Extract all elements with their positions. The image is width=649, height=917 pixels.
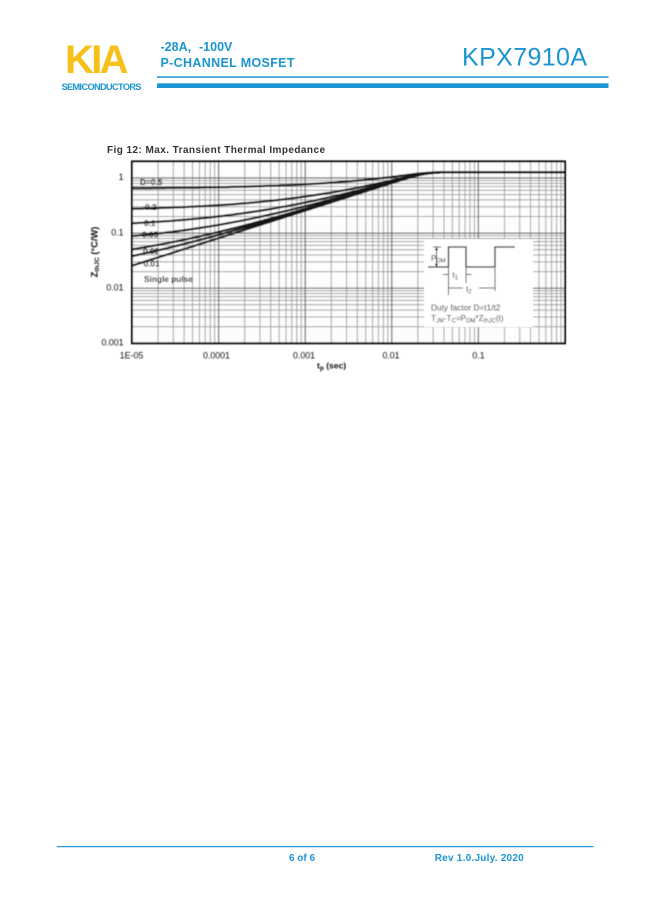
svg-text:ZthJC (°C/W): ZthJC (°C/W)	[90, 227, 102, 278]
svg-text:PDM: PDM	[431, 254, 446, 265]
svg-text:SEMICONDUCTORS: SEMICONDUCTORS	[62, 82, 142, 92]
svg-text:Fig 12: Max. Transient Thermal: Fig 12: Max. Transient Thermal Impedance	[107, 145, 325, 156]
svg-text:tp (sec): tp (sec)	[317, 361, 346, 373]
svg-text:KPX7910A: KPX7910A	[462, 44, 587, 72]
svg-text:-28A,-100V: -28A, -100V	[161, 40, 234, 54]
svg-text:0.001: 0.001	[101, 338, 123, 348]
svg-text:TJM-TC=PDM*ZthJC(t): TJM-TC=PDM*ZthJC(t)	[431, 314, 504, 325]
svg-text:Duty factor D=t1/t2: Duty factor D=t1/t2	[431, 303, 501, 313]
svg-text:Rev 1.0.July. 2020: Rev 1.0.July. 2020	[435, 853, 524, 864]
svg-text:0.01: 0.01	[106, 282, 123, 292]
svg-text:0.1: 0.1	[111, 228, 123, 238]
svg-text:0.05: 0.05	[142, 230, 159, 240]
svg-text:0.1: 0.1	[144, 218, 156, 228]
svg-text:D=0.5: D=0.5	[140, 177, 163, 187]
svg-text:6 of 6: 6 of 6	[289, 853, 316, 864]
svg-text:0.0001: 0.0001	[203, 351, 230, 361]
svg-text:0.02: 0.02	[143, 246, 160, 256]
svg-text:1: 1	[119, 172, 124, 182]
svg-text:0.2: 0.2	[145, 202, 157, 212]
svg-text:t2: t2	[466, 285, 472, 296]
svg-text:P-CHANNEL MOSFET: P-CHANNEL MOSFET	[161, 56, 295, 70]
svg-text:0.1: 0.1	[472, 351, 484, 361]
svg-text:KIA: KIA	[65, 38, 129, 82]
svg-text:0.01: 0.01	[382, 351, 399, 361]
svg-text:t1: t1	[453, 271, 459, 282]
svg-text:0.01: 0.01	[144, 259, 161, 269]
svg-text:0.001: 0.001	[293, 351, 315, 361]
svg-text:1E-05: 1E-05	[120, 351, 144, 361]
svg-text:Single pulse: Single pulse	[144, 274, 193, 284]
